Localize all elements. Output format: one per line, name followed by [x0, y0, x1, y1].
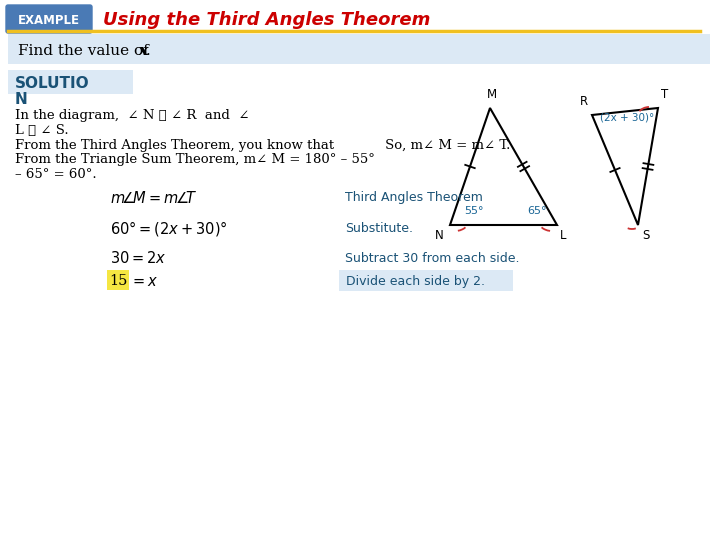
Text: SOLUTIO: SOLUTIO — [15, 76, 89, 91]
Text: S: S — [642, 229, 649, 242]
Text: 55°: 55° — [464, 206, 484, 216]
Text: L ≅ ∠ S.: L ≅ ∠ S. — [15, 124, 68, 137]
Text: $m\!\angle\! M = m\!\angle\! T$: $m\!\angle\! M = m\!\angle\! T$ — [110, 190, 198, 206]
Text: – 65° = 60°.: – 65° = 60°. — [15, 168, 96, 181]
Text: M: M — [487, 88, 497, 101]
Text: $= x$: $= x$ — [130, 273, 158, 288]
Text: Find the value of: Find the value of — [18, 44, 153, 58]
FancyBboxPatch shape — [107, 270, 129, 290]
Text: 15: 15 — [109, 274, 127, 288]
Text: Third Angles Theorem: Third Angles Theorem — [345, 192, 483, 205]
Text: Subtract 30 from each side.: Subtract 30 from each side. — [345, 252, 520, 265]
FancyBboxPatch shape — [8, 34, 710, 64]
Text: 65°: 65° — [527, 206, 546, 216]
Text: R: R — [580, 95, 588, 108]
Text: EXAMPLE: EXAMPLE — [18, 14, 80, 26]
Text: N: N — [15, 92, 28, 107]
Text: L: L — [560, 229, 567, 242]
Text: From the Triangle Sum Theorem, m∠ M = 180° – 55°: From the Triangle Sum Theorem, m∠ M = 18… — [15, 153, 375, 166]
Text: $60° = (2x + 30)°$: $60° = (2x + 30)°$ — [110, 219, 228, 238]
Text: From the Third Angles Theorem, you know that            So, m∠ M = m∠ T.: From the Third Angles Theorem, you know … — [15, 138, 510, 152]
Text: x: x — [138, 44, 147, 58]
FancyBboxPatch shape — [339, 270, 513, 291]
Text: Substitute.: Substitute. — [345, 221, 413, 234]
Text: In the diagram,  ∠ N ≅ ∠ R  and  ∠: In the diagram, ∠ N ≅ ∠ R and ∠ — [15, 109, 250, 122]
Text: Using the Third Angles Theorem: Using the Third Angles Theorem — [103, 11, 431, 29]
Text: N: N — [436, 229, 444, 242]
Text: .: . — [146, 44, 150, 58]
Text: (2x + 30)°: (2x + 30)° — [600, 113, 654, 123]
Text: Divide each side by 2.: Divide each side by 2. — [346, 274, 485, 287]
Text: T: T — [661, 88, 668, 101]
Text: $30 = 2x$: $30 = 2x$ — [110, 250, 166, 266]
FancyBboxPatch shape — [8, 70, 133, 94]
FancyBboxPatch shape — [6, 5, 92, 33]
